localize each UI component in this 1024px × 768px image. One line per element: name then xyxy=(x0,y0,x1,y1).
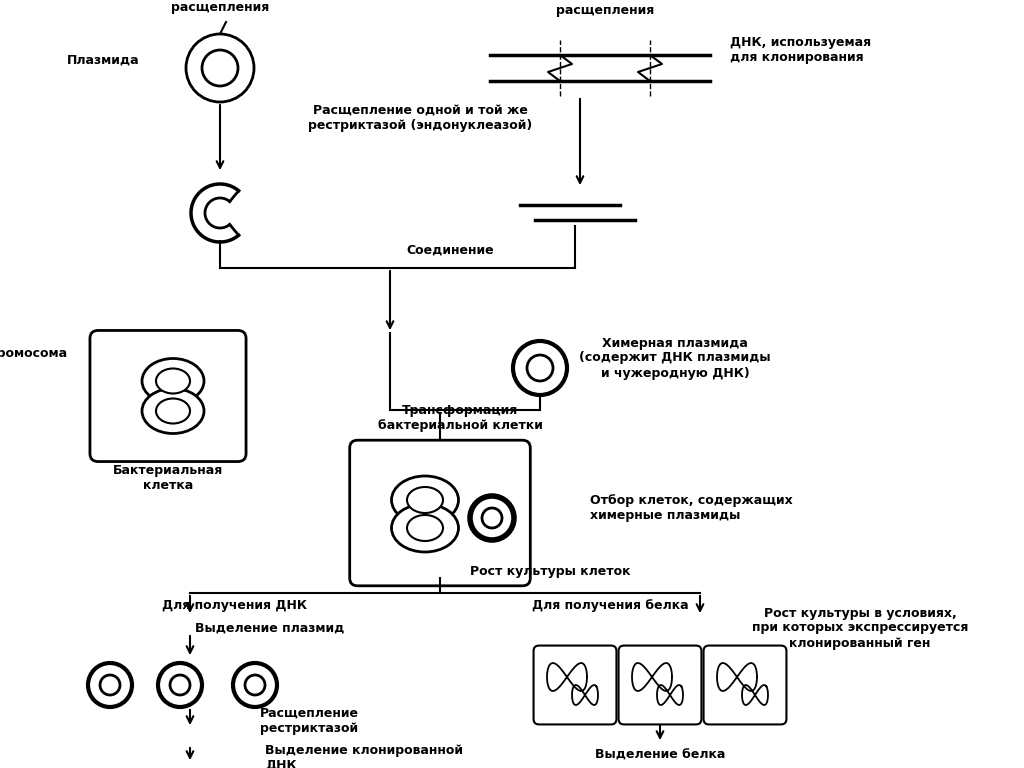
Circle shape xyxy=(100,675,120,695)
Ellipse shape xyxy=(407,487,443,513)
Circle shape xyxy=(186,34,254,102)
Text: ДНК, используемая
для клонирования: ДНК, используемая для клонирования xyxy=(730,36,871,64)
Circle shape xyxy=(88,663,132,707)
Text: Хромосома: Хромосома xyxy=(0,347,68,360)
Text: Рост культуры в условиях,
при которых экспрессируется
клонированный ген: Рост культуры в условиях, при которых эк… xyxy=(752,607,968,650)
FancyBboxPatch shape xyxy=(618,646,701,724)
FancyBboxPatch shape xyxy=(90,330,246,462)
Text: Соединение: Соединение xyxy=(407,243,494,257)
Text: Участок
расщепления: Участок расщепления xyxy=(556,0,654,17)
Text: Расщепление
рестриктазой: Расщепление рестриктазой xyxy=(260,707,359,735)
Text: Плазмида: Плазмида xyxy=(68,54,140,67)
Text: Трансформация
бактериальной клетки: Трансформация бактериальной клетки xyxy=(378,404,543,432)
Text: Химерная плазмида
(содержит ДНК плазмиды
и чужеродную ДНК): Химерная плазмида (содержит ДНК плазмиды… xyxy=(580,336,771,379)
Circle shape xyxy=(470,496,514,540)
Circle shape xyxy=(513,341,567,395)
Text: Для получения ДНК: Для получения ДНК xyxy=(163,598,307,611)
Text: Отбор клеток, содержащих
химерные плазмиды: Отбор клеток, содержащих химерные плазми… xyxy=(590,494,793,522)
Text: Для получения белка: Для получения белка xyxy=(531,598,688,611)
Circle shape xyxy=(158,663,202,707)
Circle shape xyxy=(202,50,238,86)
Ellipse shape xyxy=(407,515,443,541)
Ellipse shape xyxy=(156,399,190,423)
Circle shape xyxy=(482,508,502,528)
Text: Расщепление одной и той же
рестриктазой (эндонуклеазой): Расщепление одной и той же рестриктазой … xyxy=(308,104,532,132)
Circle shape xyxy=(527,355,553,381)
Text: Участок
расщепления: Участок расщепления xyxy=(171,0,269,14)
Text: Рост культуры клеток: Рост культуры клеток xyxy=(470,564,630,578)
FancyBboxPatch shape xyxy=(534,646,616,724)
Text: Бактериальная
клетка: Бактериальная клетка xyxy=(113,464,223,492)
Ellipse shape xyxy=(142,359,204,403)
Ellipse shape xyxy=(142,389,204,433)
Ellipse shape xyxy=(391,504,459,552)
Ellipse shape xyxy=(391,476,459,524)
Circle shape xyxy=(233,663,278,707)
Text: Выделение клонированной
ДНК: Выделение клонированной ДНК xyxy=(265,744,463,768)
FancyBboxPatch shape xyxy=(703,646,786,724)
Text: Выделение белка: Выделение белка xyxy=(595,749,725,762)
Ellipse shape xyxy=(156,369,190,393)
Circle shape xyxy=(170,675,190,695)
Text: Выделение плазмид: Выделение плазмид xyxy=(196,621,345,634)
FancyBboxPatch shape xyxy=(350,440,530,586)
Circle shape xyxy=(245,675,265,695)
